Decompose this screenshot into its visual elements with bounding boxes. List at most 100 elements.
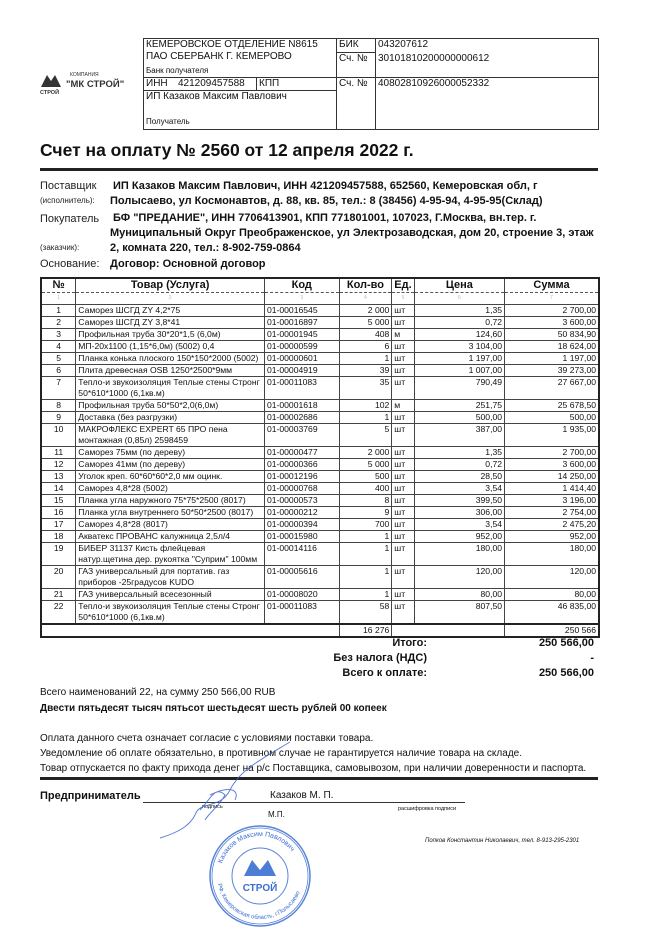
table-row: 12 Саморез 41мм (по дереву) 01-00000366 5 0…: [40, 458, 600, 471]
contact-line: Попков Константин Николаевич, тел. 8-913…: [425, 838, 580, 844]
price: 387,00: [413, 423, 506, 447]
price: 807,50: [413, 600, 506, 625]
row-number: 11: [40, 446, 77, 459]
stamp-logo-text: СТРОЙ: [243, 881, 278, 894]
price: 952,00: [413, 530, 506, 543]
product-name: Тепло-и звукоизоляция Теплые стены Строн…: [75, 376, 265, 400]
quantity: 1: [338, 565, 393, 589]
product-name: Саморез 4,8*28 (8017): [75, 518, 265, 531]
quantity: 1: [338, 530, 393, 543]
table-row: 17 Саморез 4,8*28 (8017) 01-00000394 700 шт 3…: [40, 518, 600, 531]
col-header-product: Товар (Услуга): [75, 277, 265, 293]
sum: 500,00: [504, 411, 600, 424]
sum: 50 834,90: [504, 328, 600, 341]
col-index: 5: [391, 292, 415, 305]
table-row: 6 Плита древесная OSB 1250*2500*9мм 01-000…: [40, 364, 600, 377]
table-total-row: 16 276 250 566: [40, 623, 600, 638]
price: 500,00: [413, 411, 506, 424]
note-line: Уведомление об оплате обязательно, в про…: [40, 748, 522, 759]
bik-label: БИК: [339, 39, 359, 50]
product-name: Планка угла внутреннего 50*50*2500 (8017…: [75, 506, 265, 519]
buyer-line2: Муниципальный Округ Преображенское, ул Э…: [110, 227, 594, 239]
table-row: 22 Тепло-и звукоизоляция Теплые стены Стр…: [40, 600, 600, 625]
row-number: 3: [40, 328, 77, 341]
itogo-label: Итого:: [392, 637, 427, 649]
price: 0,72: [413, 316, 506, 329]
unit: шт: [391, 588, 415, 601]
table-row: 10 МАКРОФЛЕКС EXPERT 65 ПРО пена монтажна…: [40, 423, 600, 447]
unit: м: [391, 328, 415, 341]
decode-caption: расшифровка подписи: [398, 806, 457, 812]
unit: шт: [391, 340, 415, 353]
quantity: 5 000: [338, 316, 393, 329]
price: 0,72: [413, 458, 506, 471]
product-code: 01-00016897: [263, 316, 340, 329]
bank-details-table: КЕМЕРОВСКОЕ ОТДЕЛЕНИЕ N8615 ПАО СБЕРБАНК…: [143, 38, 599, 130]
col-index: 3: [263, 292, 340, 305]
product-code: 01-00016545: [263, 304, 340, 317]
row-number: 19: [40, 542, 77, 566]
bank-name-line2: ПАО СБЕРБАНК Г. КЕМЕРОВО: [146, 51, 292, 62]
inn-value: 421209457588: [178, 78, 245, 89]
nds-label: Без налога (НДС): [333, 652, 427, 664]
quantity: 1: [338, 352, 393, 365]
product-code: 01-00005616: [263, 565, 340, 589]
company-logo: КОМПАНИЯ СТРОЙ "МК СТРОЙ": [40, 72, 140, 98]
account-value: 40802810926000052332: [378, 78, 490, 89]
unit: шт: [391, 316, 415, 329]
row-number: 20: [40, 565, 77, 589]
quantity: 500: [338, 470, 393, 483]
product-code: 01-00000477: [263, 446, 340, 459]
sum: 1 935,00: [504, 423, 600, 447]
product-code: 01-00011083: [263, 600, 340, 625]
product-code: 01-00000601: [263, 352, 340, 365]
col-header-number: №: [40, 277, 77, 293]
amount-in-words: Двести пятьдесят тысяч пятьсот шестьдеся…: [40, 703, 387, 714]
quantity: 700: [338, 518, 393, 531]
sum: 2 754,00: [504, 506, 600, 519]
row-number: 2: [40, 316, 77, 329]
col-index: 1: [40, 292, 77, 305]
inn-label: ИНН: [146, 78, 168, 89]
product-name: Доставка (без разгрузки): [75, 411, 265, 424]
sum: 25 678,50: [504, 399, 600, 412]
corr-account-value: 30101810200000000612: [378, 53, 490, 64]
product-code: 01-00000599: [263, 340, 340, 353]
sum: 1 414,40: [504, 482, 600, 495]
col-header-price: Цена: [413, 277, 506, 293]
product-name: Профильная труба 30*20*1,5 (6,0м): [75, 328, 265, 341]
product-name: Саморез ШСГД ZY 3,8*41: [75, 316, 265, 329]
row-number: 5: [40, 352, 77, 365]
product-name: Планка угла наружного 75*75*2500 (8017): [75, 494, 265, 507]
unit: шт: [391, 600, 415, 625]
product-code: 01-00000394: [263, 518, 340, 531]
table-row: 14 Саморез 4,8*28 (5002) 01-00000768 400 шт 3…: [40, 482, 600, 495]
table-row: 4 МП-20х1100 (1,15*6,0м) (5002) 0,4 01-000…: [40, 340, 600, 353]
divider: [40, 168, 598, 171]
row-number: 18: [40, 530, 77, 543]
unit: шт: [391, 542, 415, 566]
sum: 180,00: [504, 542, 600, 566]
product-code: 01-00000768: [263, 482, 340, 495]
corr-account-label: Сч. №: [339, 53, 368, 64]
signer-name: Казаков М. П.: [270, 790, 334, 801]
price: 1 197,00: [413, 352, 506, 365]
product-code: 01-00000212: [263, 506, 340, 519]
col-index: 2: [75, 292, 265, 305]
table-row: 20 ГАЗ универсальный для портатив. газ пр…: [40, 565, 600, 589]
quantity: 1: [338, 588, 393, 601]
product-name: ГАЗ универсальный всесезонный: [75, 588, 265, 601]
buyer-sublabel: (заказчик):: [40, 243, 80, 252]
buyer-label: Покупатель: [40, 213, 100, 225]
quantity: 5: [338, 423, 393, 447]
invoice-title: Счет на оплату № 2560 от 12 апреля 2022 …: [40, 140, 414, 160]
product-code: 01-00001618: [263, 399, 340, 412]
product-name: Саморез 75мм (по дереву): [75, 446, 265, 459]
sum: 120,00: [504, 565, 600, 589]
row-number: 13: [40, 470, 77, 483]
recipient-label: Получатель: [146, 117, 190, 126]
bik-value: 043207612: [378, 39, 429, 50]
product-code: 01-00015980: [263, 530, 340, 543]
sum: 952,00: [504, 530, 600, 543]
product-code: 01-00012196: [263, 470, 340, 483]
